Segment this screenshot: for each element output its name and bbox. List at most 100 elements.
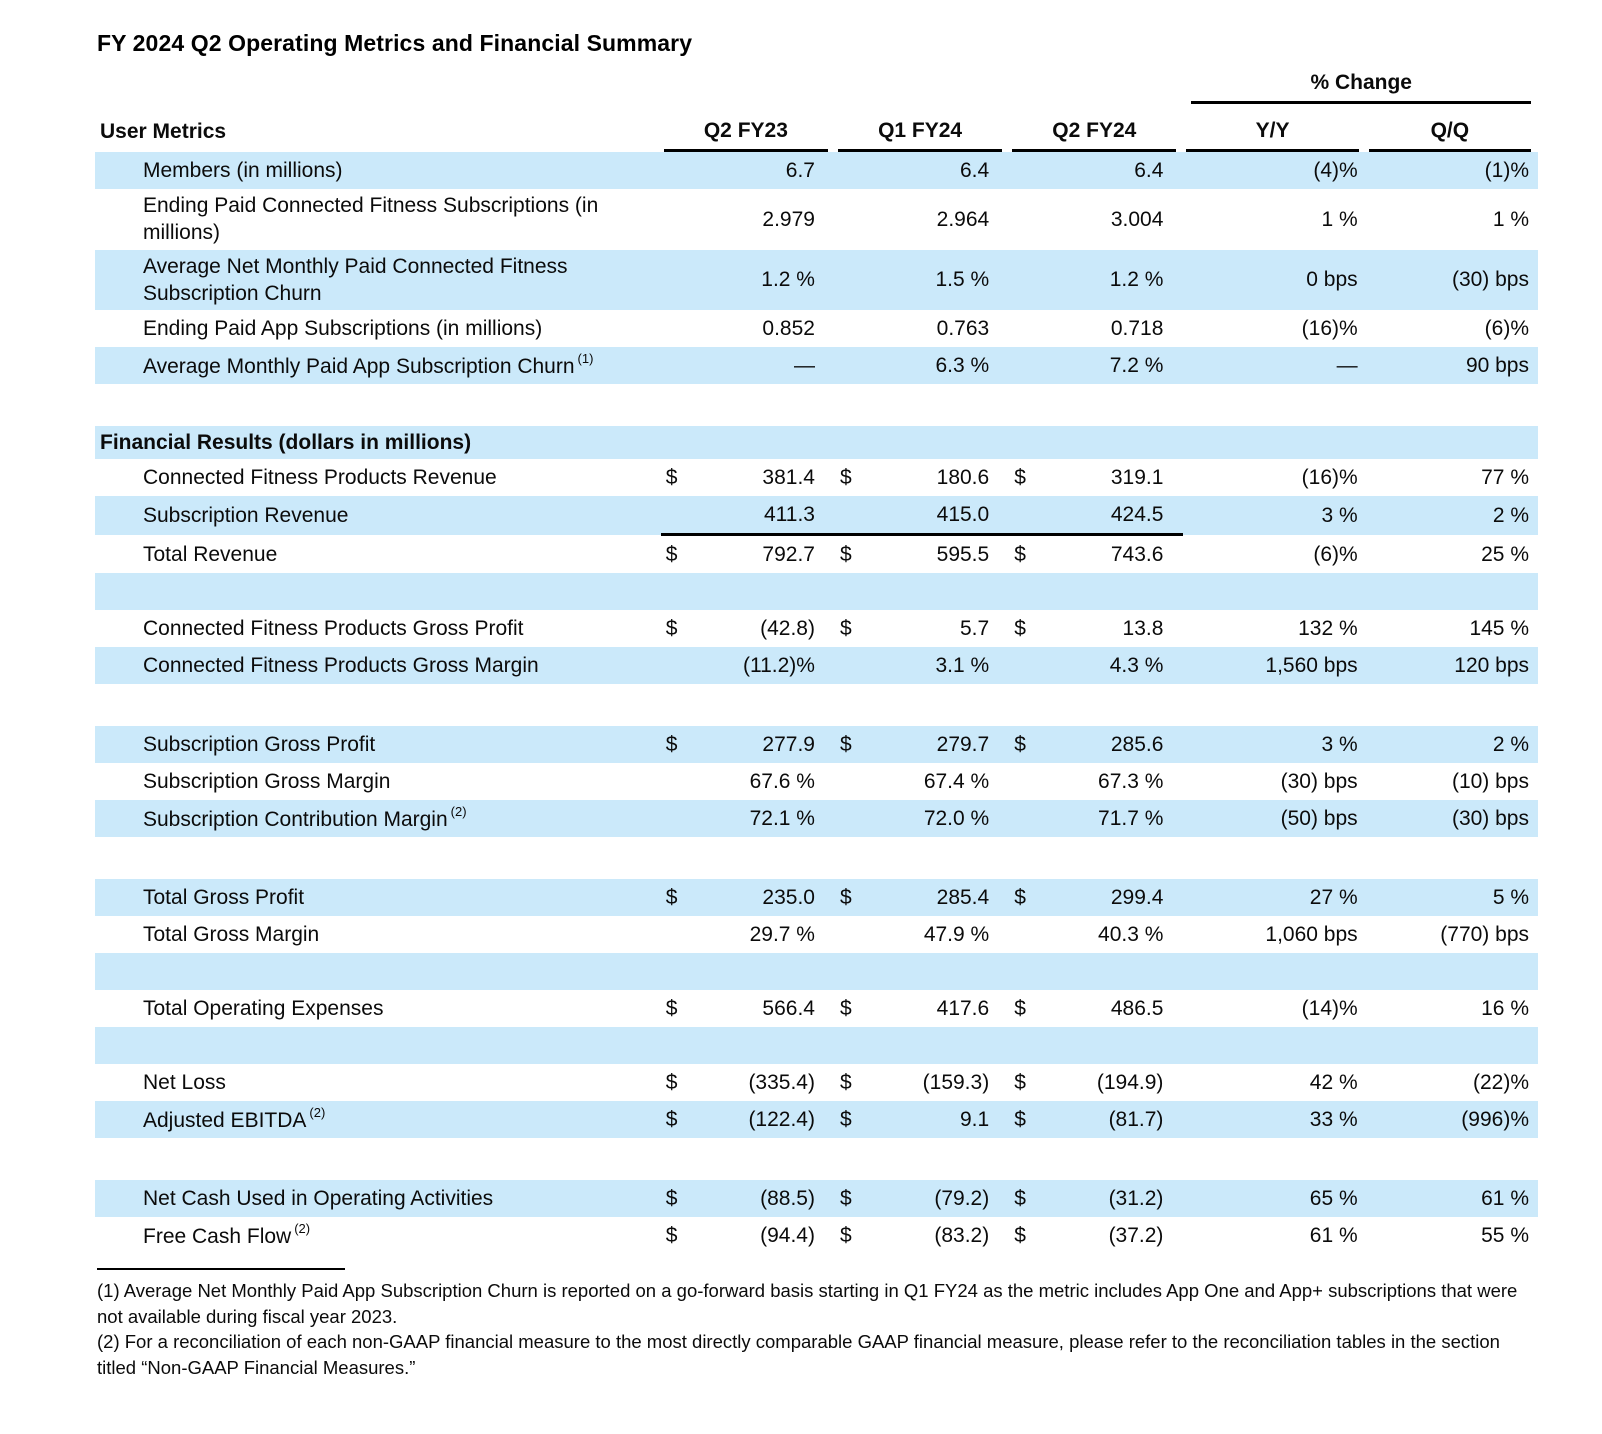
table-row: Subscription Revenue 411.3 415.0 424.5 3 % 2 …: [95, 496, 1538, 537]
value-qq-change: 5 %: [1492, 886, 1529, 910]
value-qq-change: (6)%: [1484, 317, 1529, 341]
dollar-sign-q2fy24: [1009, 496, 1042, 537]
section-row: Financial Results (dollars in millions): [95, 426, 1538, 460]
value-qq-change: (30) bps: [1451, 268, 1529, 292]
dollar-sign-q1fy24: $: [839, 1187, 852, 1211]
dollar-sign-q1fy24: $: [839, 1224, 852, 1248]
value-qq-change: 1 %: [1492, 207, 1529, 231]
dollar-sign-q2fy23: [661, 189, 693, 250]
value-q1fy24: 0.763: [936, 317, 990, 341]
table-row: Subscription Gross Margin 67.6 % 67.4 % 67.…: [95, 763, 1538, 800]
dollar-sign-q2fy24: [1009, 763, 1041, 800]
dollar-sign-q2fy24: $: [1014, 733, 1026, 757]
value-q2fy23: 29.7 %: [749, 923, 815, 947]
row-label-text: Members (in millions): [143, 158, 343, 182]
spacer-cell: [95, 1027, 1538, 1064]
row-label: Average Monthly Paid App Subscription Ch…: [95, 347, 661, 384]
dollar-sign-q2fy24: [1009, 310, 1041, 347]
value-qq-change: (996)%: [1461, 1108, 1529, 1132]
column-header-user-metrics: User Metrics: [100, 120, 227, 143]
value-q2fy23: 792.7: [762, 543, 815, 567]
row-label: Average Net Monthly Paid Connected Fitne…: [95, 250, 661, 311]
value-q2fy23: (335.4): [748, 1071, 815, 1095]
dollar-sign-q2fy23: [661, 647, 693, 684]
dollar-sign-q2fy24: $: [1014, 543, 1026, 567]
spacer-cell: [95, 1138, 1538, 1180]
row-label-text: Average Net Monthly Paid Connected Fitne…: [143, 254, 568, 305]
spacer-cell: [95, 837, 1538, 879]
footnote-marker: (2): [309, 1105, 326, 1121]
value-yy-change: —: [1336, 354, 1358, 378]
dollar-sign-q2fy23: $: [665, 1187, 678, 1211]
percent-change-header: % Change: [1183, 70, 1538, 104]
dollar-sign-q2fy23: [660, 496, 693, 537]
value-q1fy24: 9.1: [960, 1108, 990, 1132]
row-label: Subscription Revenue: [95, 496, 661, 535]
value-q2fy23: 566.4: [762, 997, 815, 1021]
table-row: Adjusted EBITDA (2) $ (122.4) $9.1 $ (81.7) 33 …: [95, 1101, 1538, 1139]
value-q2fy23: 277.9: [762, 733, 815, 757]
column-header-q2-fy24: Q2 FY24: [1009, 104, 1183, 152]
row-label-text: Subscription Gross Profit: [143, 733, 376, 757]
spacer-cell: [95, 684, 1538, 726]
value-yy-change: 3 %: [1321, 504, 1358, 528]
value-yy-change: (50) bps: [1280, 807, 1358, 831]
row-label: Subscription Gross Profit: [95, 726, 661, 763]
dollar-sign-q2fy24: $: [1014, 886, 1026, 910]
dollar-sign-q2fy23: $: [665, 1224, 678, 1248]
spacer-cell: [95, 573, 1538, 610]
value-q2fy23: 1.2 %: [761, 268, 815, 292]
value-yy-change: 0 bps: [1306, 268, 1358, 292]
row-label: Total Gross Margin: [95, 916, 661, 953]
value-q2fy24: (81.7): [1108, 1108, 1164, 1132]
row-label: Total Revenue: [95, 535, 661, 574]
value-q2fy24: 1.2 %: [1109, 268, 1164, 292]
value-qq-change: 77 %: [1481, 466, 1529, 490]
dollar-sign-q1fy24: [835, 763, 867, 800]
dollar-sign-q2fy23: [661, 250, 693, 311]
footnote-1: (1) Average Net Monthly Paid App Subscri…: [97, 1280, 1518, 1327]
footnote-marker: (2): [450, 804, 467, 820]
value-q1fy24: 180.6: [936, 466, 990, 490]
row-label-text: Free Cash Flow: [143, 1225, 292, 1249]
dollar-sign-q2fy23: [661, 152, 693, 189]
footnote-divider: [97, 1268, 345, 1270]
table-row: Net Loss $ (335.4) $ (159.3) $ (194.9) 42 % (22)…: [95, 1064, 1538, 1101]
value-q1fy24: 67.4 %: [923, 770, 990, 794]
footnotes: (1) Average Net Monthly Paid App Subscri…: [97, 1268, 1527, 1380]
dollar-sign-q2fy24: $: [1014, 466, 1026, 490]
dollar-sign-q2fy24: [1009, 647, 1041, 684]
table-body: Members (in millions) 6.7 6.4 6.4 (4)% (1)% En…: [95, 152, 1538, 1254]
row-label: Connected Fitness Products Gross Profit: [95, 610, 661, 647]
value-qq-change: 90 bps: [1465, 354, 1529, 378]
value-q1fy24: (83.2): [934, 1224, 990, 1248]
page-title: FY 2024 Q2 Operating Metrics and Financi…: [97, 30, 693, 56]
value-yy-change: 1,560 bps: [1265, 654, 1358, 678]
value-q2fy23: 72.1 %: [749, 807, 815, 831]
row-label-text: Ending Paid App Subscriptions (in millio…: [143, 317, 543, 341]
footnote-2: (2) For a reconciliation of each non-GAA…: [97, 1331, 1500, 1378]
table-row: Total Gross Profit $235.0 $285.4 $299.4 27 %…: [95, 879, 1538, 917]
table-row: Connected Fitness Products Gross Margin (…: [95, 647, 1538, 685]
value-q2fy23: (11.2)%: [743, 654, 815, 678]
dollar-sign-q1fy24: [834, 496, 868, 537]
value-q2fy23: (88.5): [760, 1187, 815, 1211]
column-header-q2-fy23: Q2 FY23: [661, 104, 835, 152]
dollar-sign-q2fy24: $: [1014, 1187, 1026, 1211]
dollar-sign-q1fy24: [835, 189, 867, 250]
value-qq-change: (22)%: [1472, 1071, 1529, 1095]
row-label: Total Operating Expenses: [95, 990, 661, 1027]
row-label: Ending Paid App Subscriptions (in millio…: [95, 310, 661, 347]
row-label-text: Subscription Contribution Margin: [143, 808, 448, 832]
value-q2fy24: 424.5: [1041, 496, 1184, 537]
value-q1fy24: 2.964: [936, 207, 990, 231]
value-q2fy24: 3.004: [1110, 207, 1164, 231]
value-q1fy24: 285.4: [936, 886, 990, 910]
value-q2fy24: 4.3 %: [1109, 654, 1164, 678]
value-q2fy24: 40.3 %: [1098, 923, 1164, 947]
dollar-sign-q1fy24: [835, 310, 867, 347]
dollar-sign-q1fy24: [835, 916, 867, 953]
row-label: Connected Fitness Products Gross Margin: [95, 647, 661, 684]
spacer-cell: [95, 384, 1538, 426]
row-label: Connected Fitness Products Revenue: [95, 459, 661, 496]
